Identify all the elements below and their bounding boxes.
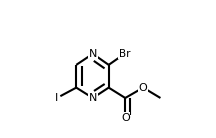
Text: N: N [89, 49, 97, 59]
Text: N: N [89, 93, 97, 103]
Text: O: O [121, 113, 130, 123]
Text: I: I [55, 93, 59, 103]
Text: Br: Br [119, 49, 130, 59]
Text: O: O [139, 83, 148, 93]
